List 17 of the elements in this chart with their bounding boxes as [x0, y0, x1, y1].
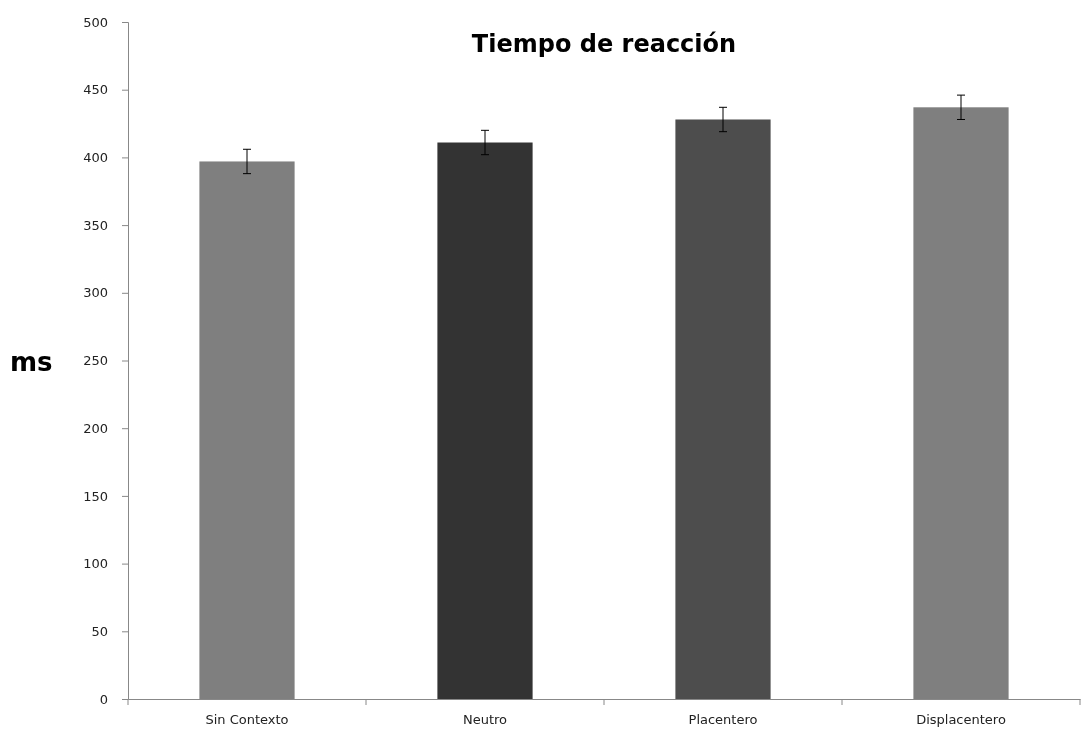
y-tick-label: 300 [83, 285, 108, 301]
y-tick-label: 150 [83, 488, 108, 504]
y-axis-title: ms [10, 346, 53, 377]
y-tick-label: 450 [83, 82, 108, 98]
x-tick-label: Neutro [462, 712, 508, 728]
x-tick-label: Placentero [688, 712, 758, 728]
y-tick-label: 100 [83, 556, 108, 572]
y-tick-label: 0 [99, 691, 108, 707]
y-tick-label: 400 [83, 150, 108, 166]
y-tick-label: 500 [83, 14, 108, 30]
y-tick-label: 250 [83, 353, 108, 369]
x-tick-label: Sin Contexto [205, 712, 289, 728]
y-tick-label: 50 [91, 623, 108, 639]
x-tick-label: Displacentero [916, 712, 1006, 728]
y-tick-label: 200 [83, 420, 108, 436]
y-tick-label: 350 [83, 217, 108, 233]
chart-title: Tiempo de reacción [471, 30, 737, 58]
